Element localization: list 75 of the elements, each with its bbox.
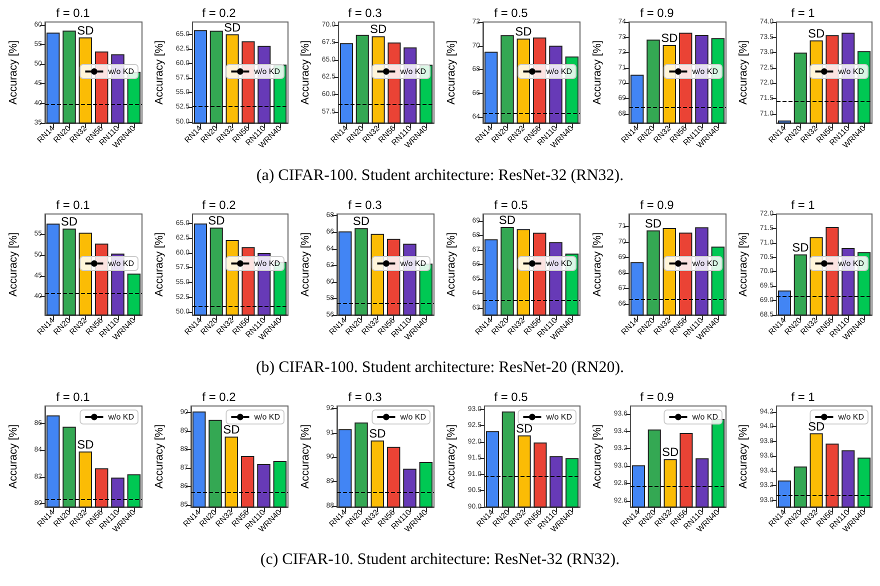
y-axis-title: Accuracy [%] [154,40,166,105]
legend-label: w/o KD [545,412,572,422]
legend-label: w/o KD [837,259,864,268]
legend-label: w/o KD [545,259,572,268]
chart-title: f = 0.2 [202,6,236,20]
legend-label: w/o KD [107,412,134,422]
y-axis-title: Accuracy [%] [738,424,750,489]
y-axis-title: Accuracy [%] [8,232,20,297]
legend-label: w/o KD [399,67,426,76]
y-axis-title: Accuracy [%] [300,40,312,105]
chart-title: f = 0.3 [348,198,382,212]
legend-label: w/o KD [545,67,572,76]
legend-label: w/o KD [837,412,864,422]
chart-title: f = 0.1 [56,390,90,404]
chart-title: f = 0.5 [494,6,528,20]
chart-title: f = 0.3 [348,6,382,20]
annotation: SD [60,214,78,229]
text: (a) CIFAR-100. Student architecture: ResNet-32 (RN32). [255,166,625,186]
legend-label: w/o KD [107,259,134,268]
y-axis-title: Accuracy [%] [300,424,312,489]
text: (c) CIFAR-10. Student architecture: ResNet-32 (RN32). [259,550,621,570]
y-axis-title: Accuracy [%] [154,232,166,297]
y-axis-title: Accuracy [%] [592,40,604,105]
annotation: SD [792,240,810,254]
y-axis-title: Accuracy [%] [738,232,750,297]
chart-title: f = 0.2 [202,198,236,212]
text: (b) CIFAR-100. Student architecture: ResNet-20 (RN20). [254,358,626,378]
chart-title: f = 1 [791,390,816,404]
y-axis-title: Accuracy [%] [446,40,458,105]
legend-label: w/o KD [399,412,426,422]
legend-label: w/o KD [837,67,864,76]
chart-title: f = 0.5 [494,198,528,212]
y-axis-title: Accuracy [%] [738,40,750,105]
y-axis-title: Accuracy [%] [446,424,458,489]
legend-label: w/o KD [691,259,718,268]
y-axis-title: Accuracy [%] [300,232,312,297]
legend-label: w/o KD [253,67,280,76]
annotation: SD [352,214,370,228]
annotation: SD [208,214,226,228]
annotation: SD [662,445,679,460]
legend-label: w/o KD [691,412,718,422]
chart-title: f = 0.1 [56,6,90,20]
annotation: SD [77,23,94,38]
y-axis-title: Accuracy [%] [154,424,166,489]
chart-title: f = 0.5 [494,390,528,404]
annotation: SD [808,419,825,434]
legend-label: w/o KD [691,67,718,76]
chart-title: f = 0.3 [348,390,382,404]
annotation: SD [369,426,386,441]
y-axis-title: Accuracy [%] [8,40,20,105]
annotation: SD [498,212,516,227]
chart-title: f = 0.2 [202,390,236,404]
chart-title: f = 0.9 [640,6,674,20]
chart-title: f = 1 [791,198,816,212]
annotation: SD [515,24,532,39]
annotation: SD [224,20,241,34]
chart-title: f = 0.9 [640,198,674,212]
annotation: SD [644,216,662,230]
chart-title: f = 0.1 [56,198,90,212]
y-axis-title: Accuracy [%] [592,424,604,489]
y-axis-title: Accuracy [%] [446,232,458,297]
annotation: SD [661,30,678,45]
chart-title: f = 1 [791,6,816,20]
legend-label: w/o KD [253,412,280,422]
y-axis-title: Accuracy [%] [592,232,604,297]
annotation: SD [370,22,387,36]
chart-title: f = 0.9 [640,390,674,404]
annotation: SD [223,422,240,437]
annotation: SD [77,437,94,452]
legend-label: w/o KD [253,259,280,268]
y-axis-title: Accuracy [%] [8,424,20,489]
annotation: SD [808,26,825,40]
legend-label: w/o KD [107,67,134,76]
legend-label: w/o KD [399,259,426,268]
annotation: SD [516,421,533,436]
